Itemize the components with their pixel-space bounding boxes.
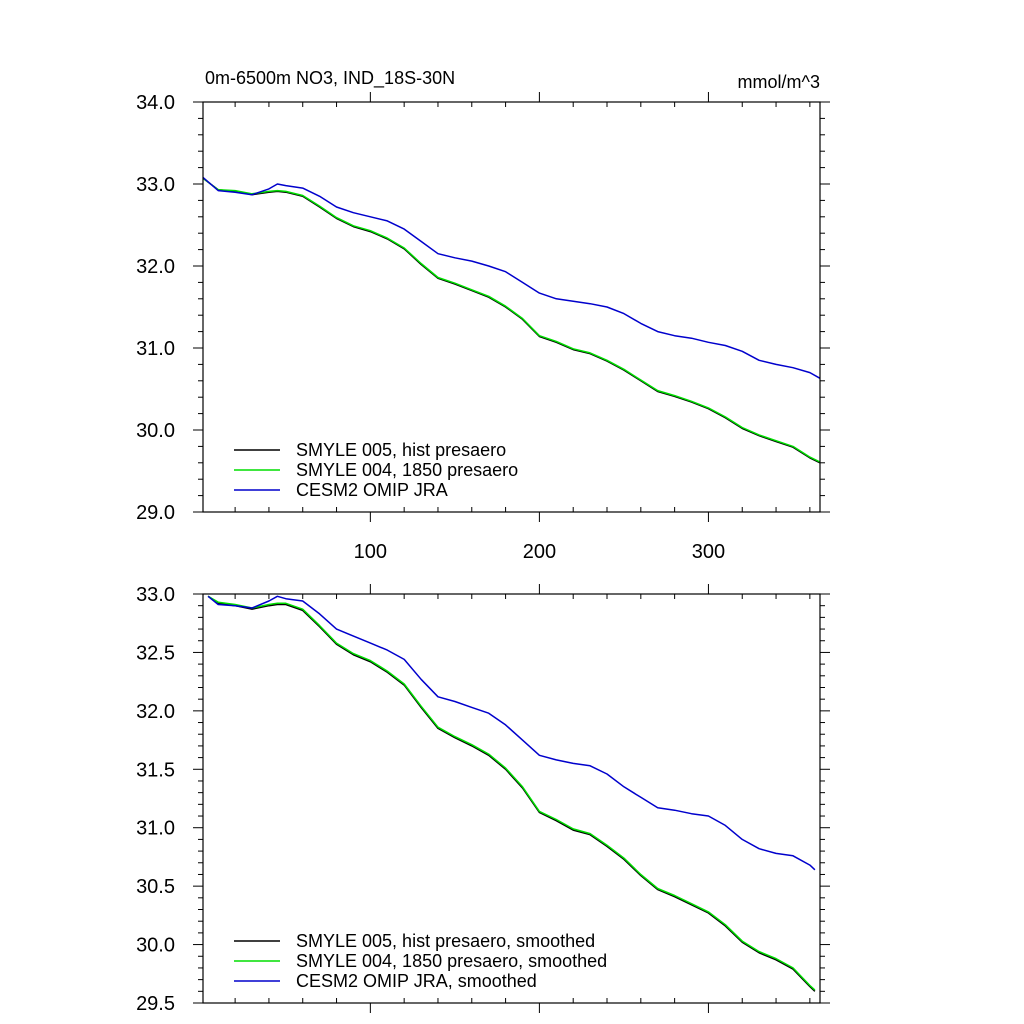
x-tick-label: 300 (692, 541, 725, 563)
y-tick-label: 29.0 (136, 502, 175, 524)
legend-label-2: CESM2 OMIP JRA, smoothed (296, 971, 537, 991)
series-line-2 (207, 595, 816, 871)
legend-label-0: SMYLE 005, hist presaero (296, 440, 506, 460)
y-tick-label: 32.0 (136, 701, 175, 723)
units-label: mmol/m^3 (738, 72, 820, 92)
bottom-panel-ticks: 29.5 30.0 30.5 31.0 31.5 32.0 32.5 33.0 (136, 584, 830, 1015)
y-tick-label: 30.0 (136, 935, 175, 957)
top-panel-ticks: 29.0 30.0 31.0 32.0 33.0 34.0 100 200 300 (136, 92, 830, 563)
series-line-0 (207, 595, 816, 992)
top-panel-frame (202, 101, 821, 513)
bottom-panel-legend: SMYLE 005, hist presaero, smoothedSMYLE … (234, 931, 607, 991)
bottom-panel: 29.5 30.0 30.5 31.0 31.5 32.0 32.5 33.0 SMYLE 0… (136, 584, 830, 1015)
y-tick-label: 31.5 (136, 759, 175, 781)
y-tick-label: 32.5 (136, 642, 175, 664)
legend-label-2: CESM2 OMIP JRA (296, 480, 448, 500)
x-tick-label: 100 (354, 541, 387, 563)
y-tick-label: 29.5 (136, 993, 175, 1015)
series-line-1 (202, 177, 821, 463)
y-tick-label: 31.0 (136, 338, 175, 360)
legend-label-0: SMYLE 005, hist presaero, smoothed (296, 931, 595, 951)
series-line-2 (202, 176, 821, 379)
series-line-1 (207, 595, 816, 991)
bottom-panel-series (207, 595, 816, 992)
y-tick-label: 30.5 (136, 876, 175, 898)
x-tick-label: 200 (523, 541, 556, 563)
series-line-0 (202, 177, 821, 464)
y-tick-label: 32.0 (136, 256, 175, 278)
chart-title: 0m-6500m NO3, IND_18S-30N (205, 68, 455, 89)
bottom-panel-frame (202, 593, 821, 1004)
legend-label-1: SMYLE 004, 1850 presaero (296, 460, 518, 480)
top-panel: 0m-6500m NO3, IND_18S-30N mmol/m^3 29.0 3… (136, 68, 830, 563)
y-tick-label: 31.0 (136, 818, 175, 840)
top-panel-series (202, 176, 821, 464)
y-tick-label: 33.0 (136, 174, 175, 196)
y-tick-label: 34.0 (136, 92, 175, 114)
y-tick-label: 30.0 (136, 420, 175, 442)
legend-label-1: SMYLE 004, 1850 presaero, smoothed (296, 951, 607, 971)
y-tick-label: 33.0 (136, 584, 175, 606)
